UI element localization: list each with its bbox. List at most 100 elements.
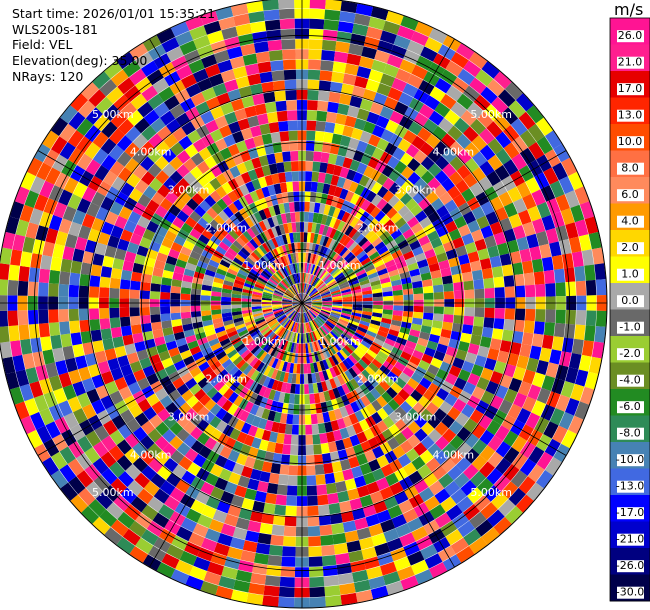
velocity-bin bbox=[461, 233, 475, 246]
velocity-bin bbox=[156, 343, 168, 354]
velocity-bin bbox=[317, 339, 324, 350]
velocity-bin bbox=[241, 262, 252, 272]
colorbar-tick-label: 1.0 bbox=[621, 268, 639, 281]
velocity-bin bbox=[51, 117, 69, 136]
velocity-bin bbox=[332, 365, 341, 376]
velocity-bin bbox=[344, 190, 355, 203]
velocity-bin bbox=[332, 307, 342, 311]
velocity-bin bbox=[409, 240, 421, 251]
velocity-bin bbox=[97, 231, 111, 246]
velocity-bin bbox=[384, 259, 396, 268]
velocity-bin bbox=[376, 83, 392, 97]
velocity-bin bbox=[555, 282, 566, 297]
velocity-bin bbox=[331, 71, 345, 84]
velocity-bin bbox=[501, 107, 519, 125]
velocity-bin bbox=[412, 280, 423, 289]
velocity-bin bbox=[208, 519, 224, 533]
velocity-bin bbox=[228, 229, 239, 240]
velocity-bin bbox=[273, 248, 281, 259]
velocity-bin bbox=[287, 243, 293, 254]
velocity-bin bbox=[132, 149, 148, 165]
velocity-bin bbox=[287, 342, 293, 352]
velocity-bin bbox=[134, 472, 151, 489]
velocity-bin bbox=[58, 309, 69, 323]
velocity-bin bbox=[302, 295, 309, 303]
velocity-bin bbox=[201, 537, 218, 552]
velocity-bin bbox=[348, 43, 364, 56]
colorbar-tick-bg bbox=[617, 215, 644, 228]
velocity-bin bbox=[302, 303, 306, 313]
velocity-bin bbox=[215, 173, 228, 186]
velocity-bin bbox=[250, 251, 260, 261]
velocity-bin bbox=[109, 277, 121, 289]
velocity-bin bbox=[318, 284, 327, 292]
velocity-bin bbox=[199, 255, 211, 265]
velocity-bin bbox=[342, 178, 353, 191]
velocity-bin bbox=[190, 152, 205, 166]
velocity-bin bbox=[210, 164, 223, 178]
velocity-bin bbox=[263, 365, 272, 376]
velocity-bin bbox=[93, 114, 111, 132]
velocity-bin bbox=[27, 157, 43, 177]
velocity-bin bbox=[323, 260, 331, 270]
velocity-bin bbox=[295, 373, 301, 384]
velocity-bin bbox=[129, 360, 143, 373]
velocity-bin bbox=[290, 274, 296, 285]
velocity-bin bbox=[105, 380, 119, 395]
velocity-bin bbox=[549, 349, 562, 365]
velocity-bin bbox=[304, 191, 311, 202]
velocity-bin bbox=[370, 388, 381, 400]
velocity-bin bbox=[82, 213, 96, 229]
velocity-bin bbox=[369, 345, 380, 355]
velocity-bin bbox=[480, 390, 495, 405]
velocity-bin bbox=[63, 412, 79, 429]
velocity-bin bbox=[397, 331, 409, 341]
velocity-bin bbox=[258, 385, 267, 397]
velocity-bin bbox=[330, 287, 340, 293]
colorbar-tick-bg bbox=[617, 321, 644, 334]
velocity-bin bbox=[52, 347, 65, 363]
velocity-bin bbox=[348, 137, 360, 150]
velocity-bin bbox=[134, 412, 149, 427]
velocity-bin bbox=[151, 275, 163, 285]
velocity-bin bbox=[84, 352, 98, 367]
velocity-bin bbox=[358, 174, 370, 187]
velocity-bin bbox=[129, 233, 143, 246]
velocity-bin bbox=[467, 220, 481, 233]
velocity-bin bbox=[394, 174, 408, 187]
velocity-bin bbox=[278, 283, 287, 291]
velocity-bin bbox=[309, 0, 326, 10]
velocity-bin bbox=[282, 300, 292, 303]
velocity-bin bbox=[341, 288, 351, 294]
velocity-bin bbox=[414, 343, 427, 354]
velocity-bin bbox=[307, 100, 318, 111]
velocity-bin bbox=[325, 194, 334, 206]
velocity-bin bbox=[82, 403, 97, 420]
velocity-bin bbox=[272, 305, 282, 309]
velocity-bin bbox=[268, 544, 283, 556]
velocity-bin bbox=[282, 305, 293, 309]
velocity-bin bbox=[439, 233, 452, 245]
velocity-bin bbox=[28, 281, 39, 297]
velocity-bin bbox=[150, 473, 166, 489]
velocity-bin bbox=[223, 280, 234, 287]
velocity-bin bbox=[163, 133, 179, 149]
colorbar-tick-label: -30.0 bbox=[616, 586, 644, 599]
velocity-bin bbox=[333, 186, 343, 198]
velocity-bin bbox=[419, 449, 434, 464]
velocity-bin bbox=[82, 186, 97, 203]
velocity-bin bbox=[581, 249, 594, 266]
velocity-bin bbox=[281, 280, 289, 289]
velocity-bin bbox=[309, 288, 317, 296]
velocity-bin bbox=[321, 544, 336, 556]
velocity-bin bbox=[114, 376, 128, 391]
velocity-bin bbox=[244, 488, 257, 501]
velocity-bin bbox=[307, 90, 319, 101]
velocity-bin bbox=[558, 176, 574, 195]
velocity-bin bbox=[162, 148, 177, 163]
velocity-bin bbox=[464, 142, 480, 158]
velocity-bin bbox=[348, 241, 358, 252]
velocity-bin bbox=[464, 352, 478, 364]
velocity-bin bbox=[116, 454, 133, 471]
